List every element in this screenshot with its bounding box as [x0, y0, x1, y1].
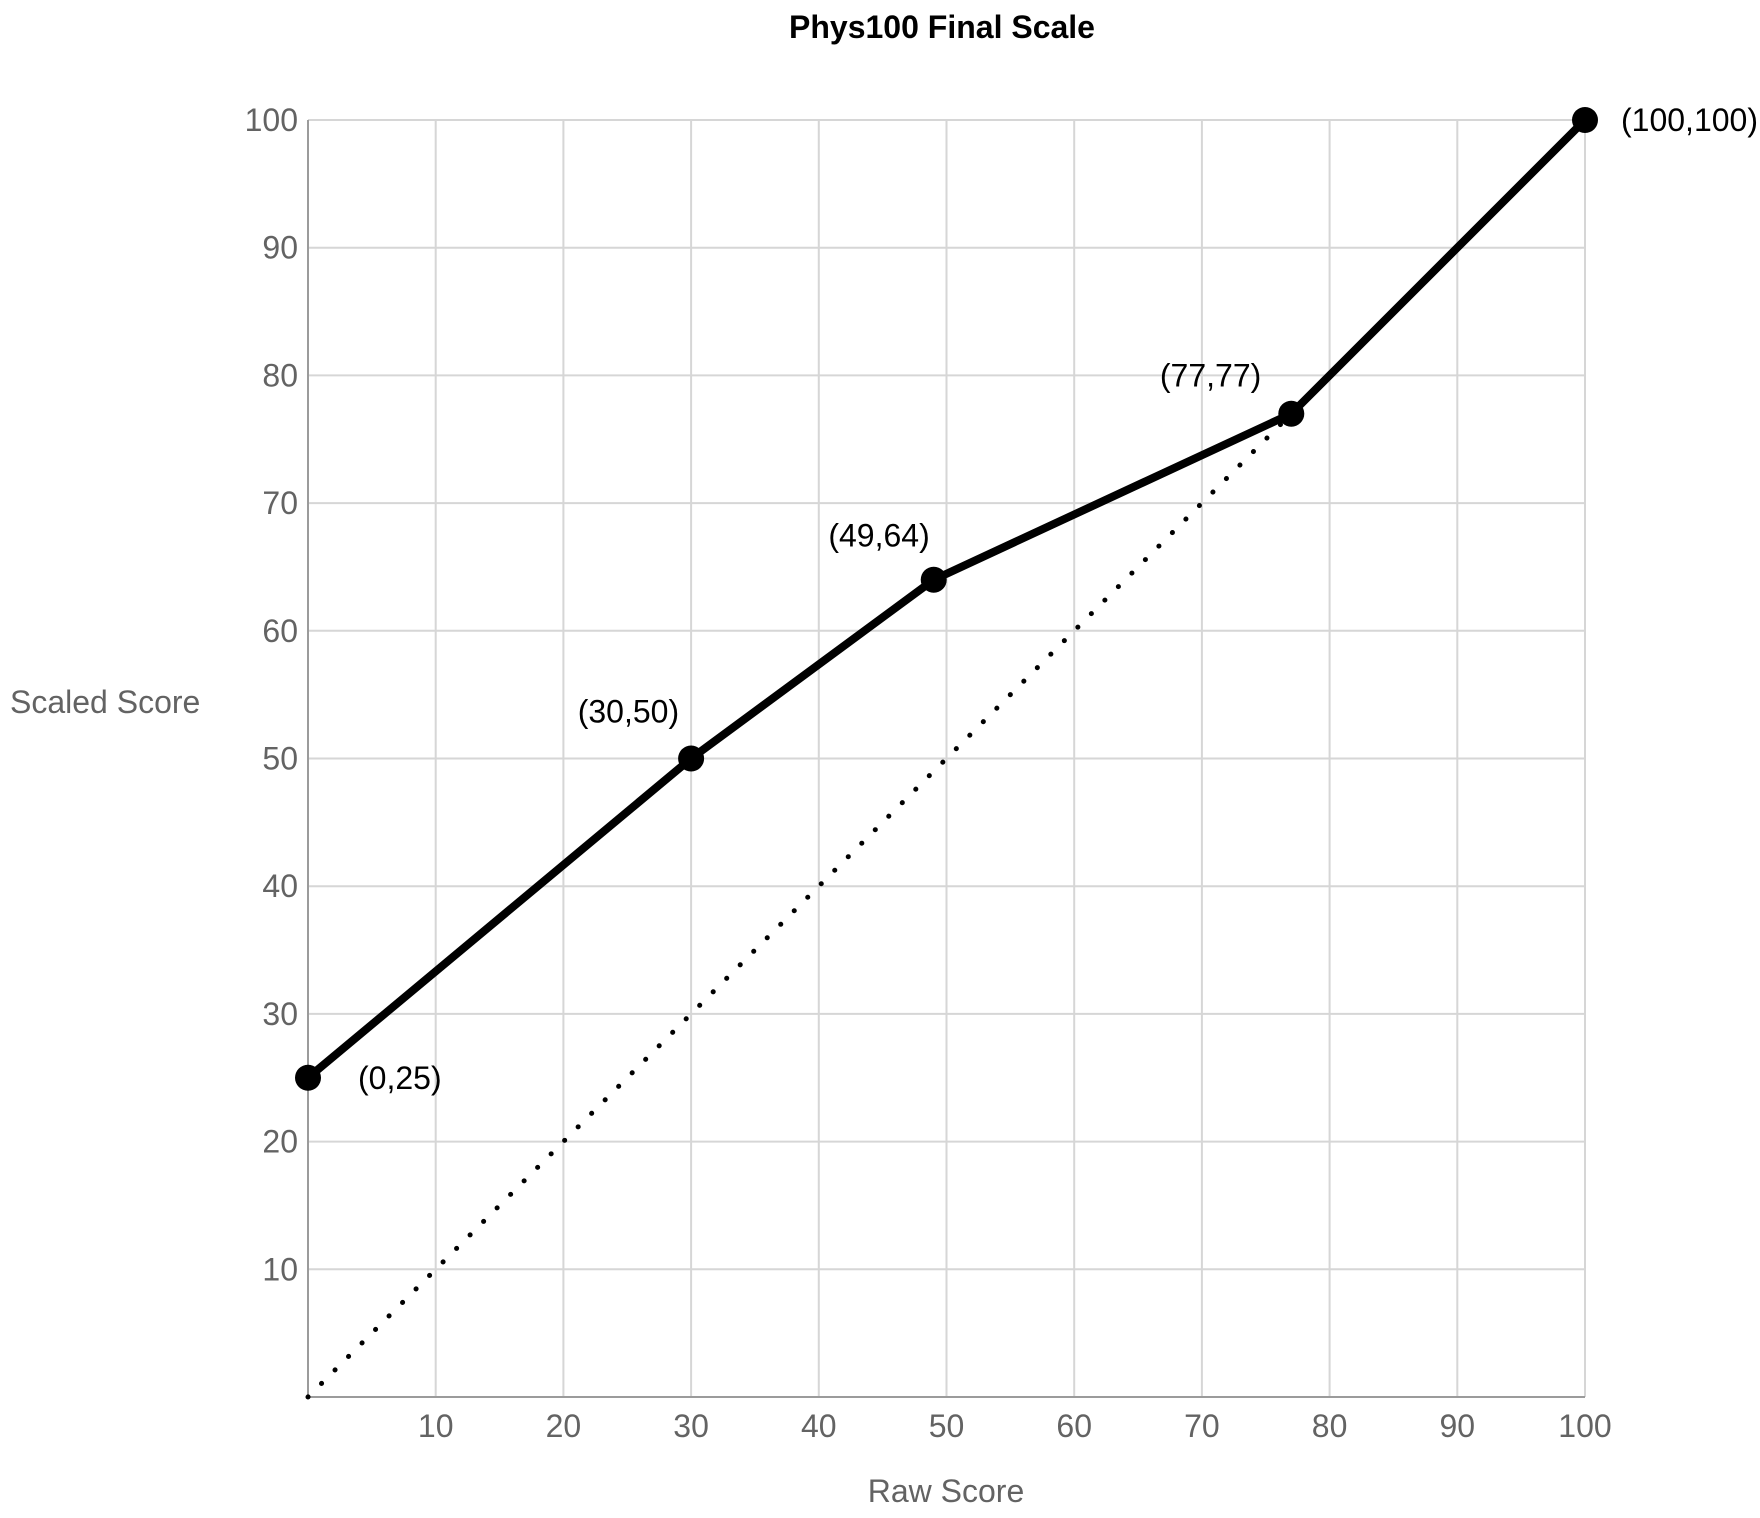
y-tick-label: 40: [262, 868, 298, 904]
data-point-marker: [920, 566, 947, 593]
point-label: (49,64): [828, 518, 929, 554]
point-label: (30,50): [578, 694, 679, 730]
y-tick-label: 20: [262, 1124, 298, 1160]
point-label: (0,25): [358, 1060, 442, 1096]
y-tick-label: 90: [262, 230, 298, 266]
data-point-marker: [1278, 400, 1305, 427]
y-tick-label: 50: [262, 741, 298, 777]
y-tick-label: 10: [262, 1251, 298, 1287]
x-tick-label: 80: [1312, 1408, 1348, 1444]
x-axis-label: Raw Score: [868, 1473, 1025, 1509]
x-tick-label: 60: [1056, 1408, 1092, 1444]
x-tick-label: 20: [546, 1408, 582, 1444]
data-point-marker: [678, 745, 705, 772]
y-tick-label: 100: [245, 102, 298, 138]
x-tick-label: 10: [418, 1408, 454, 1444]
x-tick-label: 90: [1440, 1408, 1476, 1444]
x-tick-label: 100: [1558, 1408, 1611, 1444]
y-tick-label: 60: [262, 613, 298, 649]
point-label: (100,100): [1621, 102, 1758, 138]
x-tick-label: 30: [673, 1408, 709, 1444]
x-tick-label: 40: [801, 1408, 837, 1444]
y-tick-label: 70: [262, 485, 298, 521]
chart-title: Phys100 Final Scale: [789, 9, 1095, 45]
y-tick-label: 80: [262, 357, 298, 393]
x-tick-label: 50: [929, 1408, 965, 1444]
y-tick-label: 30: [262, 996, 298, 1032]
x-tick-label: 70: [1184, 1408, 1220, 1444]
y-axis-label: Scaled Score: [10, 684, 200, 720]
point-label: (77,77): [1160, 358, 1261, 394]
data-point-marker: [1572, 107, 1598, 133]
data-point-marker: [295, 1064, 321, 1091]
